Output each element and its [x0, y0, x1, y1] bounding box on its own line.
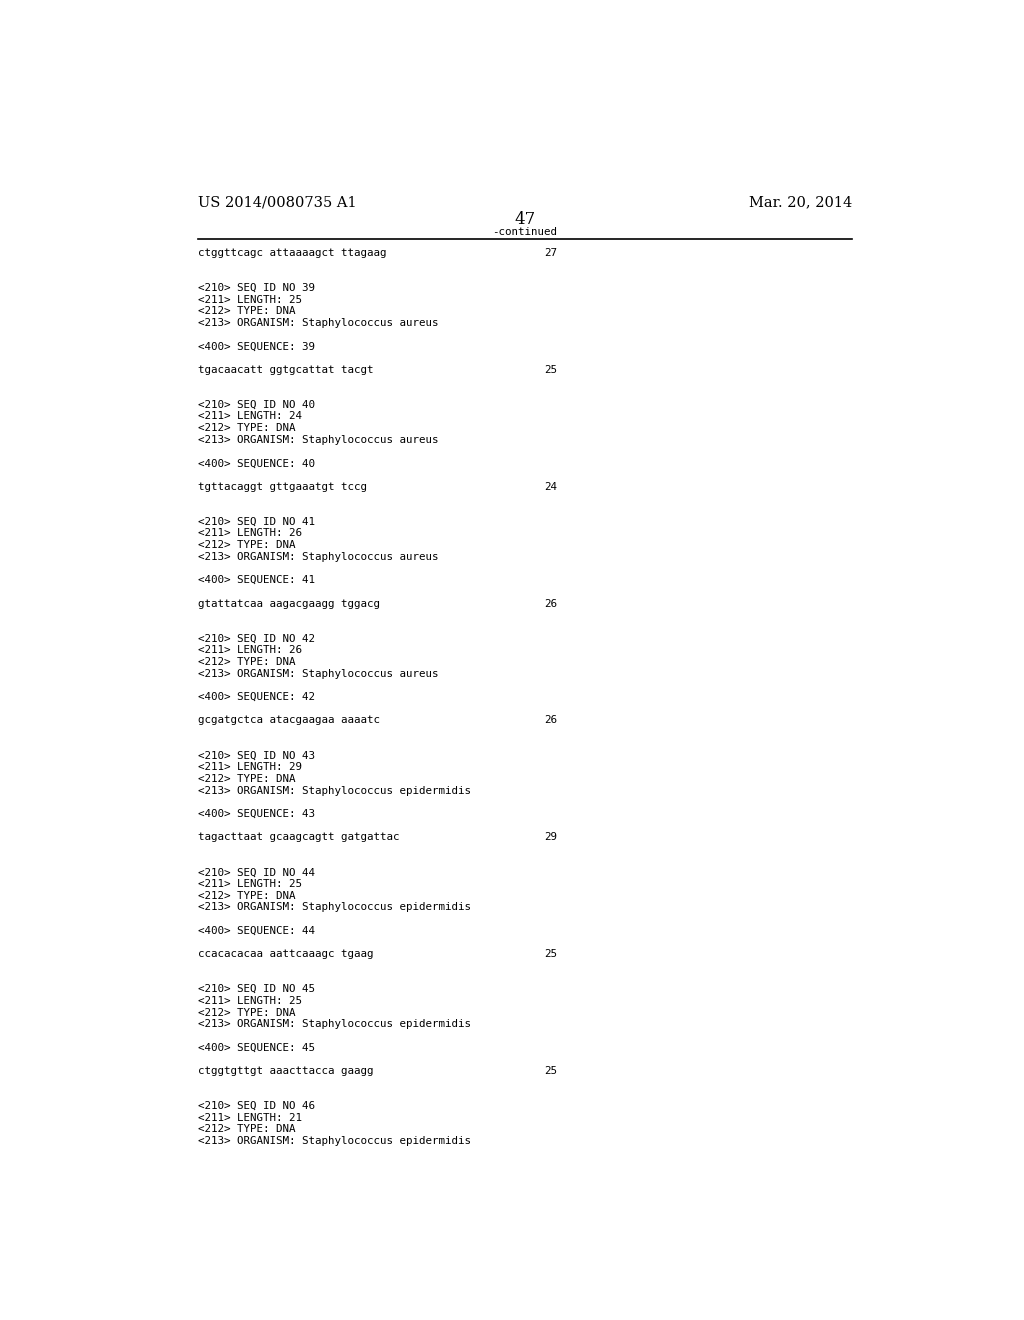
Text: <210> SEQ ID NO 42: <210> SEQ ID NO 42 [198, 634, 314, 644]
Text: <211> LENGTH: 26: <211> LENGTH: 26 [198, 528, 302, 539]
Text: Mar. 20, 2014: Mar. 20, 2014 [749, 195, 852, 209]
Text: <210> SEQ ID NO 43: <210> SEQ ID NO 43 [198, 751, 314, 760]
Text: <210> SEQ ID NO 40: <210> SEQ ID NO 40 [198, 400, 314, 409]
Text: <212> TYPE: DNA: <212> TYPE: DNA [198, 1007, 295, 1018]
Text: 24: 24 [545, 482, 558, 491]
Text: 26: 26 [545, 598, 558, 609]
Text: <213> ORGANISM: Staphylococcus aureus: <213> ORGANISM: Staphylococcus aureus [198, 434, 438, 445]
Text: <213> ORGANISM: Staphylococcus aureus: <213> ORGANISM: Staphylococcus aureus [198, 552, 438, 562]
Text: <213> ORGANISM: Staphylococcus epidermidis: <213> ORGANISM: Staphylococcus epidermid… [198, 785, 471, 796]
Text: <400> SEQUENCE: 43: <400> SEQUENCE: 43 [198, 809, 314, 818]
Text: gtattatcaa aagacgaagg tggacg: gtattatcaa aagacgaagg tggacg [198, 598, 380, 609]
Text: <211> LENGTH: 21: <211> LENGTH: 21 [198, 1113, 302, 1123]
Text: <213> ORGANISM: Staphylococcus epidermidis: <213> ORGANISM: Staphylococcus epidermid… [198, 1137, 471, 1146]
Text: <213> ORGANISM: Staphylococcus aureus: <213> ORGANISM: Staphylococcus aureus [198, 318, 438, 327]
Text: <400> SEQUENCE: 45: <400> SEQUENCE: 45 [198, 1043, 314, 1052]
Text: <212> TYPE: DNA: <212> TYPE: DNA [198, 306, 295, 317]
Text: 26: 26 [545, 715, 558, 726]
Text: ctggtgttgt aaacttacca gaagg: ctggtgttgt aaacttacca gaagg [198, 1067, 374, 1076]
Text: <400> SEQUENCE: 42: <400> SEQUENCE: 42 [198, 692, 314, 702]
Text: <400> SEQUENCE: 44: <400> SEQUENCE: 44 [198, 925, 314, 936]
Text: <213> ORGANISM: Staphylococcus epidermidis: <213> ORGANISM: Staphylococcus epidermid… [198, 903, 471, 912]
Text: <211> LENGTH: 26: <211> LENGTH: 26 [198, 645, 302, 655]
Text: <212> TYPE: DNA: <212> TYPE: DNA [198, 891, 295, 900]
Text: <212> TYPE: DNA: <212> TYPE: DNA [198, 424, 295, 433]
Text: tgttacaggt gttgaaatgt tccg: tgttacaggt gttgaaatgt tccg [198, 482, 367, 491]
Text: 29: 29 [545, 833, 558, 842]
Text: US 2014/0080735 A1: US 2014/0080735 A1 [198, 195, 356, 209]
Text: <211> LENGTH: 29: <211> LENGTH: 29 [198, 762, 302, 772]
Text: <210> SEQ ID NO 45: <210> SEQ ID NO 45 [198, 985, 314, 994]
Text: <210> SEQ ID NO 44: <210> SEQ ID NO 44 [198, 867, 314, 878]
Text: <210> SEQ ID NO 46: <210> SEQ ID NO 46 [198, 1101, 314, 1111]
Text: tagacttaat gcaagcagtt gatgattac: tagacttaat gcaagcagtt gatgattac [198, 833, 399, 842]
Text: 25: 25 [545, 364, 558, 375]
Text: <400> SEQUENCE: 41: <400> SEQUENCE: 41 [198, 576, 314, 585]
Text: <211> LENGTH: 25: <211> LENGTH: 25 [198, 294, 302, 305]
Text: <211> LENGTH: 25: <211> LENGTH: 25 [198, 995, 302, 1006]
Text: <212> TYPE: DNA: <212> TYPE: DNA [198, 657, 295, 667]
Text: <400> SEQUENCE: 39: <400> SEQUENCE: 39 [198, 342, 314, 351]
Text: <400> SEQUENCE: 40: <400> SEQUENCE: 40 [198, 458, 314, 469]
Text: 27: 27 [545, 248, 558, 257]
Text: 25: 25 [545, 949, 558, 960]
Text: gcgatgctca atacgaagaa aaaatc: gcgatgctca atacgaagaa aaaatc [198, 715, 380, 726]
Text: <210> SEQ ID NO 41: <210> SEQ ID NO 41 [198, 516, 314, 527]
Text: <212> TYPE: DNA: <212> TYPE: DNA [198, 540, 295, 550]
Text: <212> TYPE: DNA: <212> TYPE: DNA [198, 774, 295, 784]
Text: 47: 47 [514, 211, 536, 228]
Text: -continued: -continued [493, 227, 557, 236]
Text: <210> SEQ ID NO 39: <210> SEQ ID NO 39 [198, 282, 314, 293]
Text: <211> LENGTH: 25: <211> LENGTH: 25 [198, 879, 302, 890]
Text: 25: 25 [545, 1067, 558, 1076]
Text: <212> TYPE: DNA: <212> TYPE: DNA [198, 1125, 295, 1134]
Text: ctggttcagc attaaaagct ttagaag: ctggttcagc attaaaagct ttagaag [198, 248, 386, 257]
Text: ccacacacaa aattcaaagc tgaag: ccacacacaa aattcaaagc tgaag [198, 949, 374, 960]
Text: <213> ORGANISM: Staphylococcus epidermidis: <213> ORGANISM: Staphylococcus epidermid… [198, 1019, 471, 1030]
Text: <213> ORGANISM: Staphylococcus aureus: <213> ORGANISM: Staphylococcus aureus [198, 669, 438, 678]
Text: tgacaacatt ggtgcattat tacgt: tgacaacatt ggtgcattat tacgt [198, 364, 374, 375]
Text: <211> LENGTH: 24: <211> LENGTH: 24 [198, 412, 302, 421]
